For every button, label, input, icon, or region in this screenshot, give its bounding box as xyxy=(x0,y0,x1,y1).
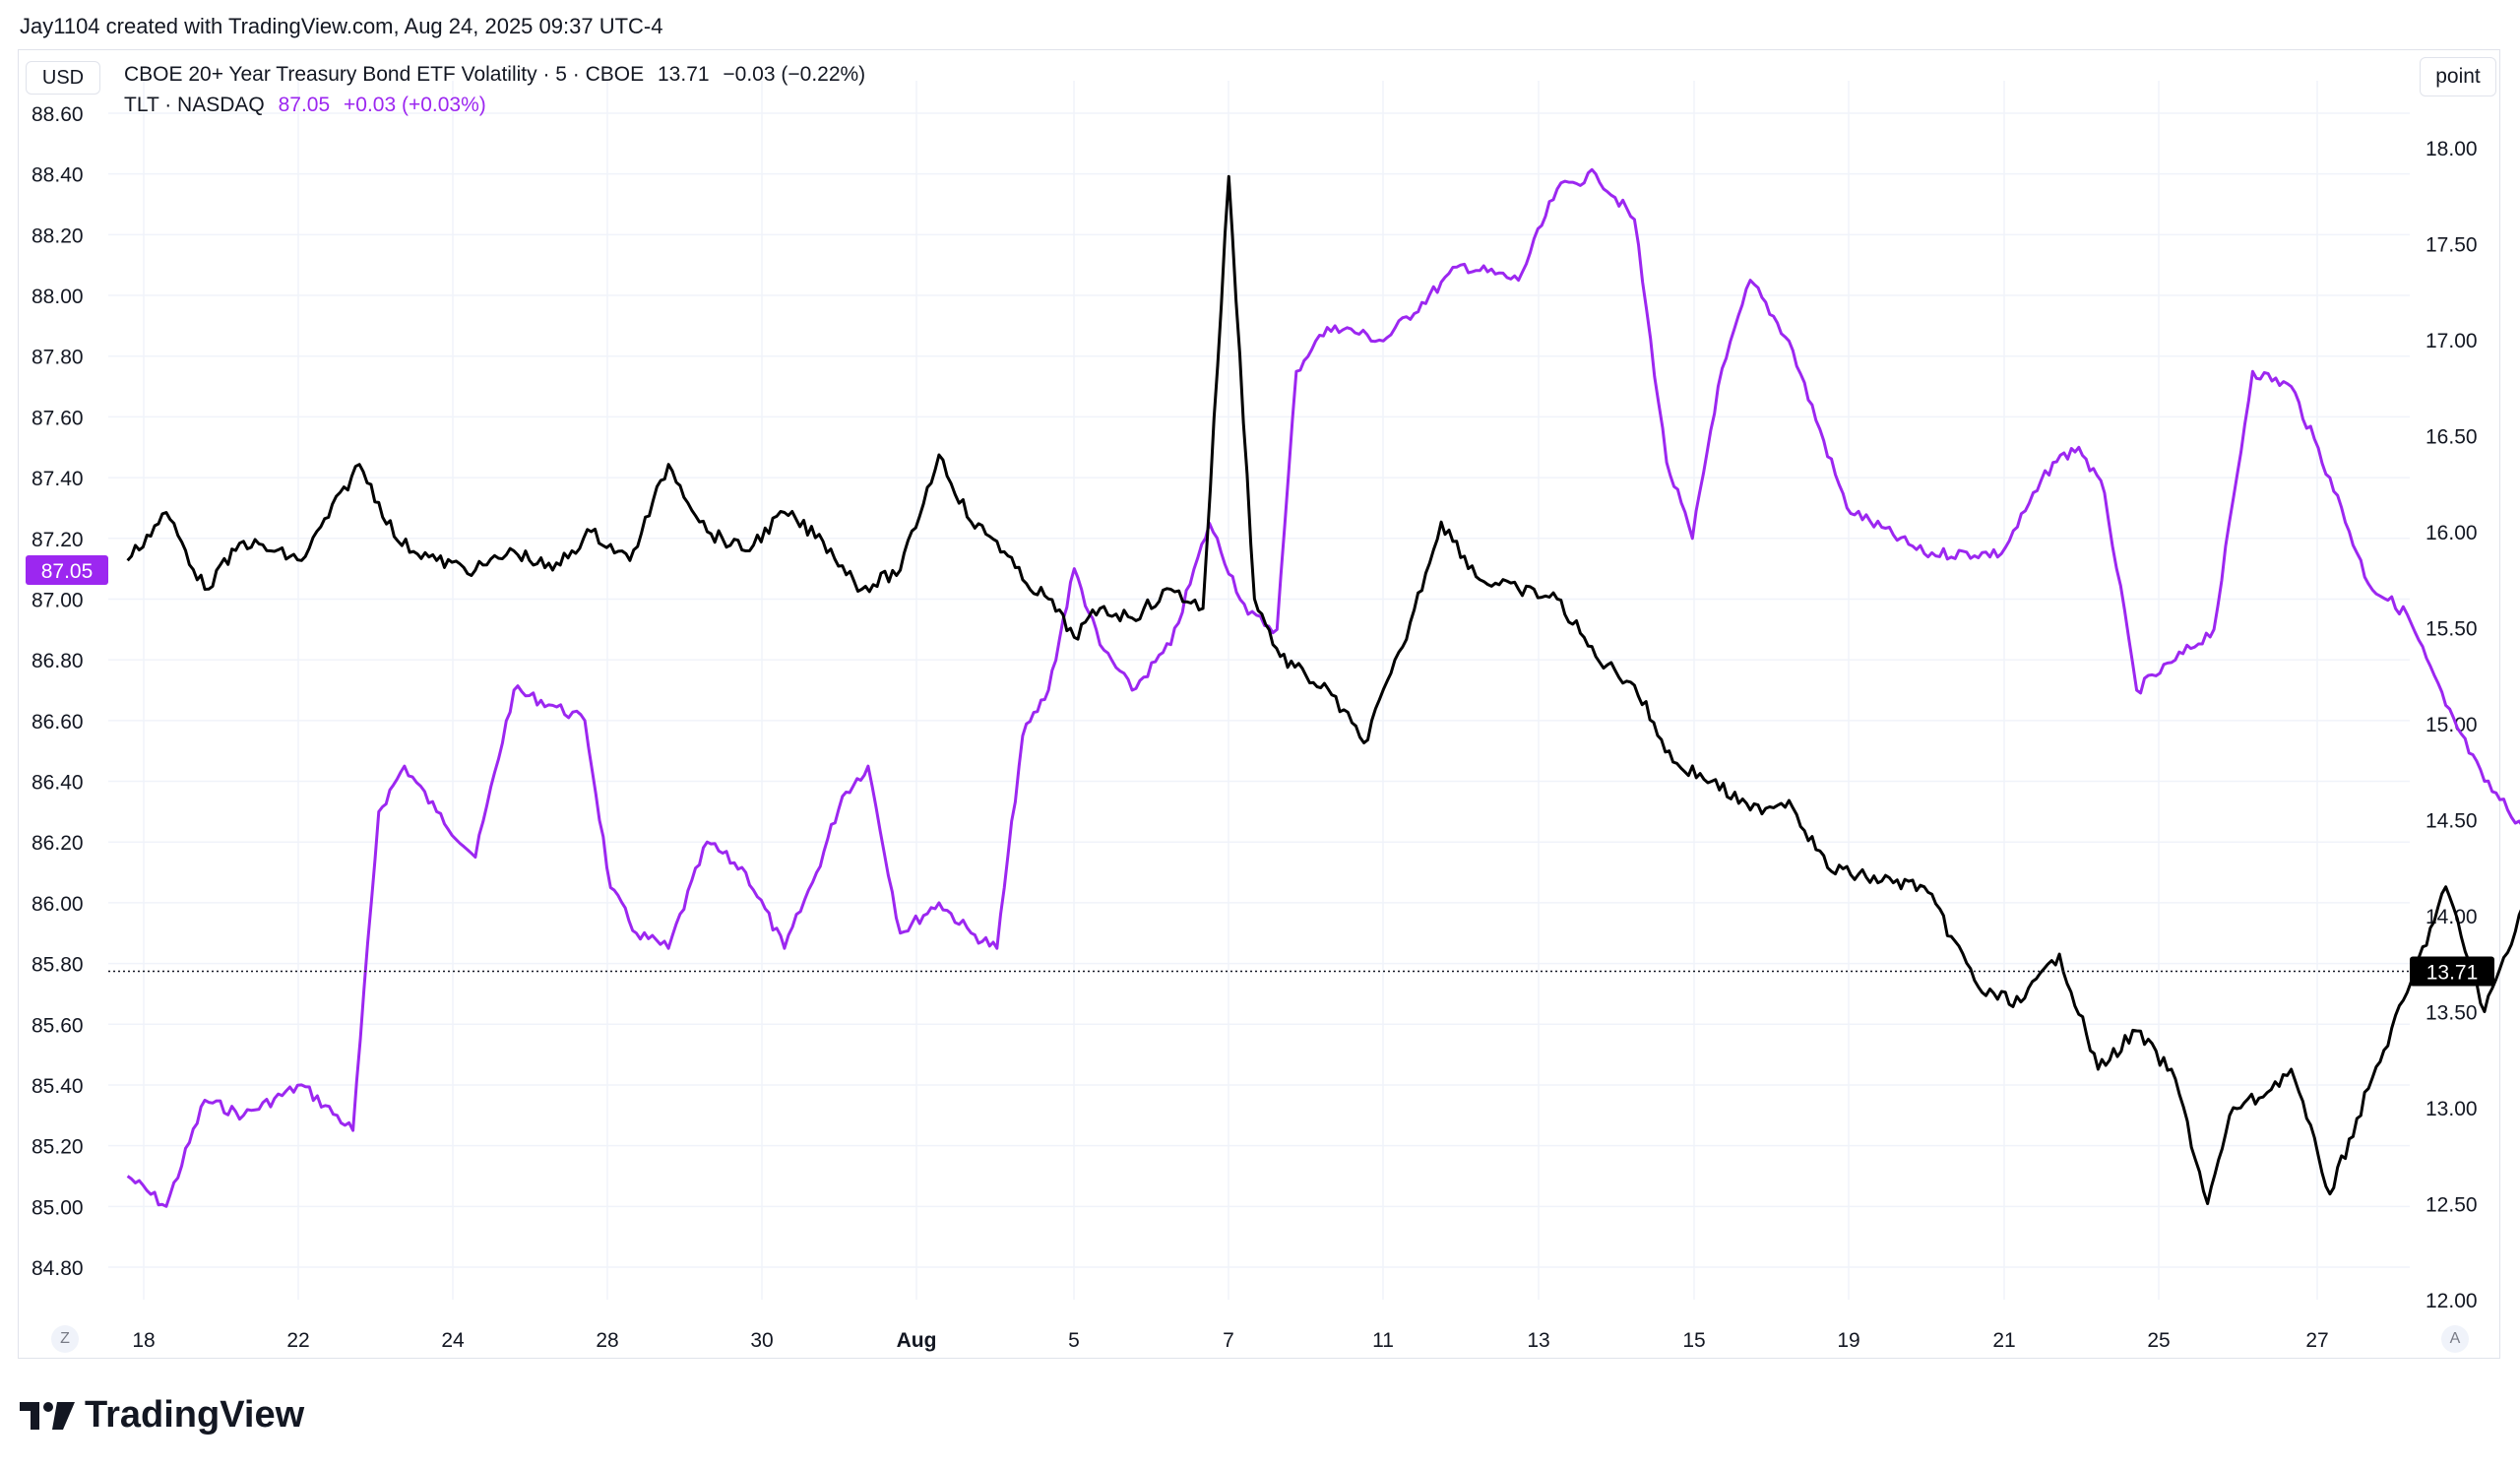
tlt-line[interactable] xyxy=(126,167,2520,1208)
unit-button[interactable]: point xyxy=(2420,57,2496,96)
left-axis-tick-label: 87.80 xyxy=(32,347,84,369)
right-axis-tick-label: 18.00 xyxy=(2426,138,2478,160)
right-axis-tick-label: 12.50 xyxy=(2426,1194,2478,1217)
left-axis-tick-label: 84.80 xyxy=(32,1257,84,1280)
legend-series-1[interactable]: CBOE 20+ Year Treasury Bond ETF Volatili… xyxy=(124,63,873,87)
x-axis-tick-label: 30 xyxy=(750,1329,773,1352)
left-axis-tick-label: 87.20 xyxy=(32,529,84,551)
left-axis-tick-label: 86.40 xyxy=(32,772,84,795)
volatility-line[interactable] xyxy=(126,174,2520,1205)
legend-series-2-change: +0.03 (+0.03%) xyxy=(344,94,486,116)
right-axis-tick-label: 15.00 xyxy=(2426,714,2478,736)
x-axis-tick-label: 28 xyxy=(596,1329,618,1352)
left-axis-tick-label: 88.40 xyxy=(32,164,84,187)
x-axis-tick-label: 22 xyxy=(286,1329,309,1352)
left-last-value-label: 87.05 xyxy=(41,560,94,583)
left-axis-tick-label: 86.00 xyxy=(32,893,84,916)
x-axis-tick-label: 15 xyxy=(1682,1329,1705,1352)
legend-series-2-value: 87.05 xyxy=(278,94,331,116)
left-axis-tick-label: 86.60 xyxy=(32,711,84,734)
x-axis-tick-label: 21 xyxy=(1992,1329,2015,1352)
right-price-axis: 18.00 17.50 17.00 16.50 16.00 15.50 15.00 14.50… xyxy=(2426,138,2478,1312)
right-axis-tick-label: 17.50 xyxy=(2426,234,2478,257)
x-axis-tick-label: 5 xyxy=(1068,1329,1080,1352)
x-axis-tick-label: 24 xyxy=(441,1329,465,1352)
left-axis-tick-label: 87.00 xyxy=(32,589,84,611)
x-axis-tick-label: 7 xyxy=(1223,1329,1234,1352)
x-axis-tick-label: 18 xyxy=(132,1329,155,1352)
right-axis-tick-label: 17.00 xyxy=(2426,330,2478,352)
currency-button[interactable]: USD xyxy=(26,61,100,95)
left-axis-tick-label: 85.80 xyxy=(32,954,84,977)
right-last-value-badge xyxy=(2410,956,2494,987)
last-value-labels: 13.71 87.05 xyxy=(26,555,2494,987)
series-lines xyxy=(126,167,2520,1208)
legend-series-2-name: TLT · NASDAQ xyxy=(124,94,265,116)
tradingview-brand[interactable]: TradingView xyxy=(20,1394,304,1437)
right-axis-tick-label: 16.00 xyxy=(2426,522,2478,544)
right-axis-tick-label: 13.50 xyxy=(2426,1002,2478,1025)
right-axis-tick-label: 12.00 xyxy=(2426,1290,2478,1312)
left-axis-tick-label: 85.00 xyxy=(32,1196,84,1219)
x-axis-tick-label: Aug xyxy=(897,1329,937,1352)
left-axis-tick-label: 85.60 xyxy=(32,1014,84,1037)
left-price-axis: 88.60 88.40 88.20 88.00 87.80 87.60 87.40 87.20… xyxy=(32,103,84,1280)
grid xyxy=(108,81,2410,1300)
time-axis: 18 22 24 28 30 Aug 5 7 11 13 15 19 21 25 27 xyxy=(132,1329,2328,1352)
tradingview-wordmark: TradingView xyxy=(85,1394,305,1436)
left-axis-tick-label: 86.20 xyxy=(32,832,84,855)
left-axis-tick-label: 88.20 xyxy=(32,224,84,247)
right-axis-tick-label: 14.50 xyxy=(2426,810,2478,833)
left-axis-tick-label: 87.40 xyxy=(32,468,84,490)
left-axis-tick-label: 85.40 xyxy=(32,1075,84,1098)
auto-scale-left-button[interactable]: Z xyxy=(51,1325,79,1353)
right-axis-tick-label: 13.00 xyxy=(2426,1098,2478,1120)
left-last-value-badge xyxy=(26,555,108,586)
x-axis-tick-label: 19 xyxy=(1837,1329,1859,1352)
chart-attribution: Jay1104 created with TradingView.com, Au… xyxy=(20,14,663,38)
x-axis-tick-label: 25 xyxy=(2147,1329,2170,1352)
right-axis-tick-label: 16.50 xyxy=(2426,426,2478,449)
left-axis-tick-label: 87.60 xyxy=(32,407,84,429)
right-last-value-label: 13.71 xyxy=(2426,962,2479,985)
left-axis-tick-label: 88.00 xyxy=(32,286,84,308)
right-axis-tick-label: 15.50 xyxy=(2426,618,2478,641)
left-axis-tick-label: 86.80 xyxy=(32,650,84,672)
legend-series-1-change: −0.03 (−0.22%) xyxy=(723,63,866,86)
left-axis-tick-label: 88.60 xyxy=(32,103,84,126)
legend-series-2[interactable]: TLT · NASDAQ 87.05 +0.03 (+0.03%) xyxy=(124,94,494,117)
x-axis-tick-label: 11 xyxy=(1372,1329,1394,1352)
chart-frame xyxy=(18,49,2500,1359)
legend-series-1-name: CBOE 20+ Year Treasury Bond ETF Volatili… xyxy=(124,63,645,86)
x-axis-tick-label: 13 xyxy=(1527,1329,1549,1352)
left-axis-tick-label: 85.20 xyxy=(32,1136,84,1159)
tradingview-logo-icon xyxy=(20,1401,75,1430)
legend-series-1-value: 13.71 xyxy=(658,63,710,86)
x-axis-tick-label: 27 xyxy=(2305,1329,2328,1352)
right-axis-tick-label: 14.00 xyxy=(2426,906,2478,928)
auto-scale-right-button[interactable]: A xyxy=(2441,1325,2469,1353)
